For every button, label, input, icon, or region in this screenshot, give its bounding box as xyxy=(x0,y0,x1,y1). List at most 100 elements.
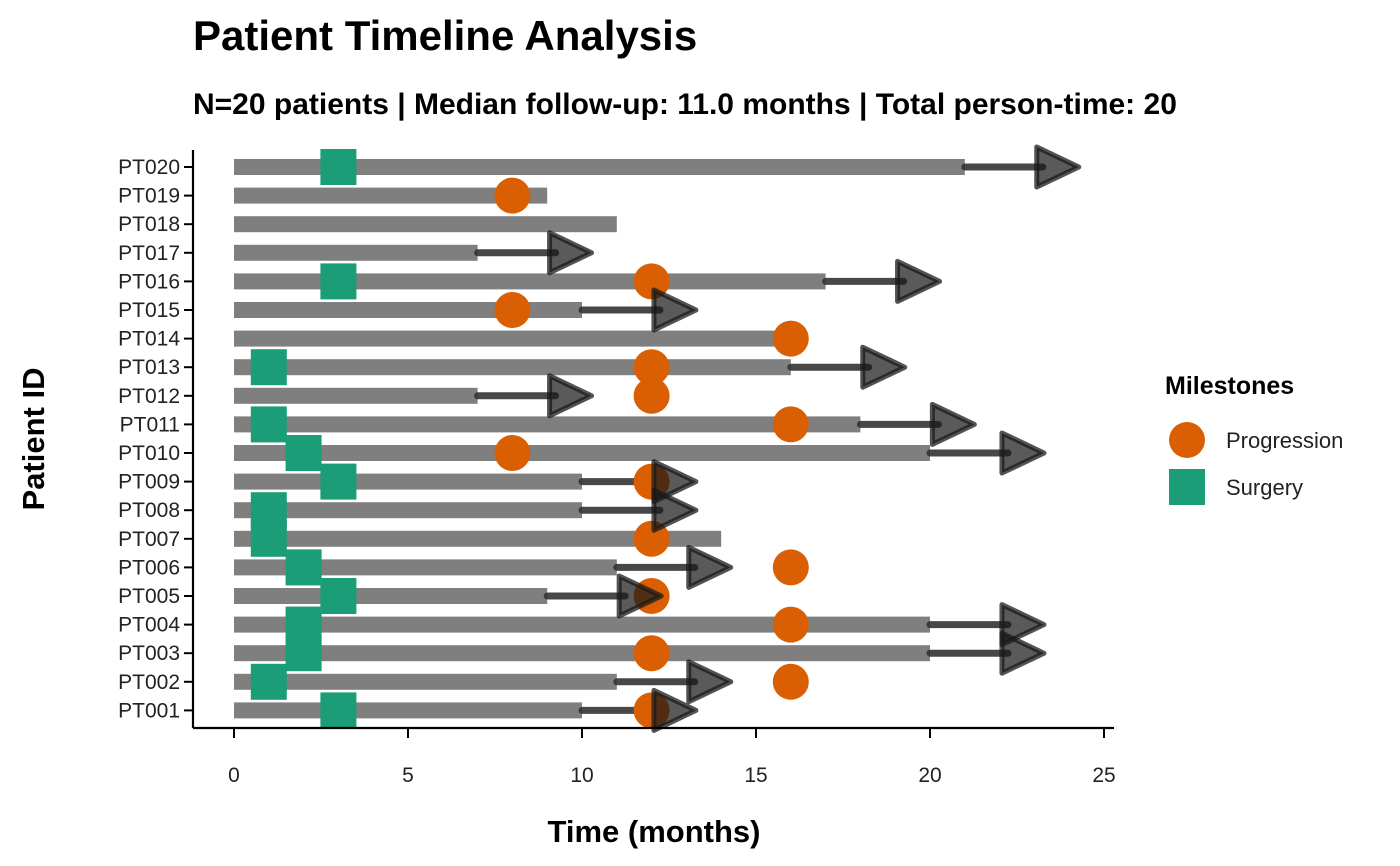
arrow-head-pt009 xyxy=(651,459,699,505)
surgery-marker-pt010 xyxy=(285,435,322,471)
surgery-markers xyxy=(250,149,357,729)
surgery-marker-pt016 xyxy=(320,263,357,300)
bar-pt009 xyxy=(234,473,582,490)
progression-marker-pt002 xyxy=(772,663,809,700)
bar-pt003 xyxy=(234,645,930,662)
y-tick-label-pt005: PT005 xyxy=(118,585,180,608)
bar-pt016 xyxy=(234,273,826,290)
arrow-head-pt005 xyxy=(616,573,664,619)
bar-pt007 xyxy=(234,530,722,547)
bar-pt008 xyxy=(234,502,582,519)
surgery-marker-pt001 xyxy=(320,692,357,729)
x-tick-label-10: 10 xyxy=(570,764,593,787)
arrow-head-pt011 xyxy=(929,401,977,447)
progression-marker-pt006 xyxy=(772,549,809,586)
progression-marker-pt003 xyxy=(633,635,670,672)
y-tick-label-pt017: PT017 xyxy=(118,242,180,265)
y-tick-label-pt019: PT019 xyxy=(118,185,180,208)
progression-marker-pt019 xyxy=(494,177,531,214)
surgery-marker-pt013 xyxy=(250,349,287,386)
chart-subtitle: N=20 patients | Median follow-up: 11.0 m… xyxy=(193,88,1177,121)
progression-marker-pt012 xyxy=(633,377,670,414)
bar-pt011 xyxy=(234,416,861,433)
surgery-marker-pt002 xyxy=(250,663,287,700)
arrow-head-pt001 xyxy=(651,687,699,733)
y-tick-label-pt010: PT010 xyxy=(118,442,180,465)
bar-pt006 xyxy=(234,559,617,576)
y-tick-label-pt020: PT020 xyxy=(118,156,180,179)
y-tick-label-pt013: PT013 xyxy=(118,356,180,379)
y-tick-label-pt014: PT014 xyxy=(118,328,180,351)
y-tick-label-pt011: PT011 xyxy=(120,413,180,436)
arrow-head-pt003 xyxy=(999,630,1047,676)
surgery-marker-pt020 xyxy=(320,149,357,185)
x-tick-label-0: 0 xyxy=(228,764,240,787)
y-tick-label-pt009: PT009 xyxy=(118,471,180,494)
surgery-marker-pt009 xyxy=(320,463,357,500)
y-tick-label-pt004: PT004 xyxy=(118,614,180,637)
progression-marker-pt011 xyxy=(772,406,809,443)
arrow-head-pt002 xyxy=(686,659,734,705)
surgery-marker-pt011 xyxy=(250,406,287,443)
x-axis-title: Time (months) xyxy=(548,814,761,849)
y-tick-label-pt016: PT016 xyxy=(118,270,180,293)
x-tick-label-25: 25 xyxy=(1092,764,1115,787)
x-axis-ticks: 0 5 10 15 20 25 xyxy=(228,728,1116,787)
surgery-marker-pt008 xyxy=(250,492,287,529)
arrow-head-pt013 xyxy=(860,344,908,390)
progression-marker-pt014 xyxy=(772,320,809,357)
chart-title: Patient Timeline Analysis xyxy=(193,12,697,59)
arrow-head-pt010 xyxy=(999,430,1047,476)
legend-progression-label: Progression xyxy=(1226,428,1343,453)
plot-area xyxy=(234,144,1082,733)
progression-marker-pt004 xyxy=(772,606,809,643)
arrow-heads xyxy=(547,144,1082,733)
surgery-marker-pt004 xyxy=(285,606,322,643)
bar-pt014 xyxy=(234,330,791,347)
arrow-head-pt015 xyxy=(651,287,699,333)
arrow-head-pt012 xyxy=(547,373,595,419)
legend-title: Milestones xyxy=(1165,372,1294,400)
bar-pt017 xyxy=(234,244,478,261)
y-axis-title: Patient ID xyxy=(16,368,51,511)
legend: Milestones Progression Surgery xyxy=(1165,372,1343,505)
y-tick-label-pt018: PT018 xyxy=(118,213,180,236)
surgery-marker-pt005 xyxy=(320,578,357,614)
bar-pt004 xyxy=(234,616,930,633)
progression-marker-pt013 xyxy=(633,349,670,386)
bar-pt013 xyxy=(234,359,791,376)
bar-pt020 xyxy=(234,159,965,175)
arrow-head-pt006 xyxy=(686,544,734,590)
surgery-marker-pt006 xyxy=(285,549,322,586)
bar-pt019 xyxy=(234,187,548,204)
y-tick-label-pt008: PT008 xyxy=(118,499,180,522)
legend-progression-swatch xyxy=(1169,422,1205,458)
legend-surgery-label: Surgery xyxy=(1226,475,1303,500)
legend-surgery-swatch xyxy=(1169,469,1205,505)
y-tick-label-pt003: PT003 xyxy=(118,642,180,665)
x-tick-label-20: 20 xyxy=(918,764,941,787)
arrow-head-pt017 xyxy=(547,230,595,276)
y-tick-label-pt015: PT015 xyxy=(118,299,180,322)
x-tick-label-15: 15 xyxy=(744,764,767,787)
progression-marker-pt015 xyxy=(494,292,531,328)
arrow-head-pt008 xyxy=(651,487,699,533)
bar-pt002 xyxy=(234,673,617,690)
arrow-head-pt004 xyxy=(999,602,1047,648)
bar-pt005 xyxy=(234,588,548,604)
y-tick-label-pt012: PT012 xyxy=(118,385,180,408)
bar-pt012 xyxy=(234,387,478,404)
y-tick-label-pt001: PT001 xyxy=(118,699,180,722)
bar-pt010 xyxy=(234,445,930,461)
y-axis-ticks: PT001 PT002 PT003 PT004 PT005 PT006 PT007 PT008… xyxy=(118,156,193,722)
progression-marker-pt010 xyxy=(494,435,531,471)
y-tick-label-pt002: PT002 xyxy=(118,671,180,694)
arrow-head-pt016 xyxy=(895,258,943,304)
x-tick-label-5: 5 xyxy=(402,764,414,787)
follow-up-bars xyxy=(234,159,965,719)
y-tick-label-pt006: PT006 xyxy=(118,556,180,579)
bar-pt001 xyxy=(234,702,582,719)
y-tick-label-pt007: PT007 xyxy=(118,528,180,551)
bar-pt018 xyxy=(234,216,617,233)
